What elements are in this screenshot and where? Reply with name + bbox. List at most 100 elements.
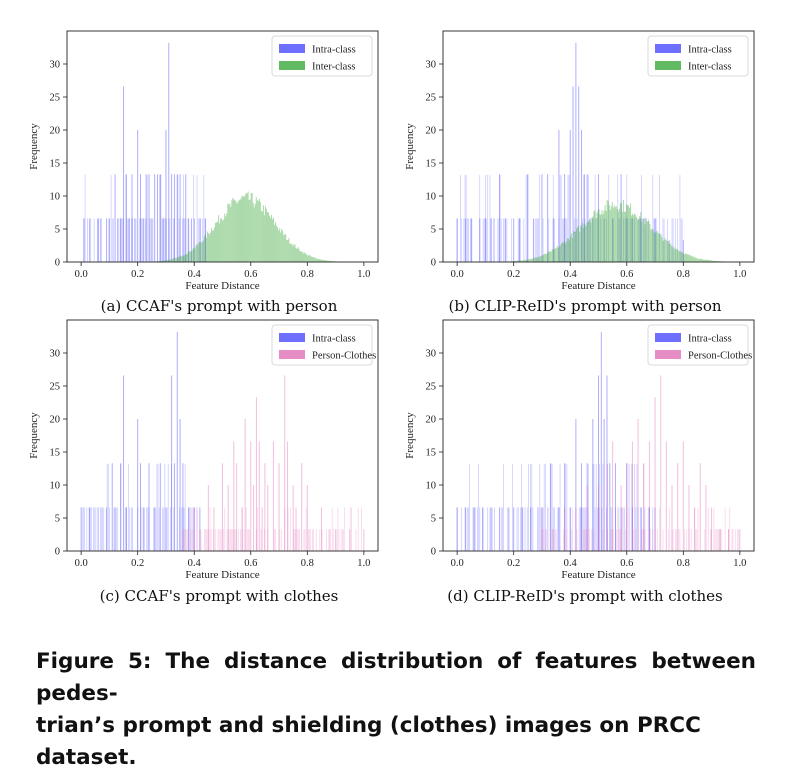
bar-c-intra: [109, 507, 110, 551]
bar-a-inter: [235, 201, 236, 262]
bar-a-inter: [226, 214, 227, 262]
bar-b-intra: [468, 218, 469, 262]
bar-b-inter: [591, 218, 592, 262]
bar-a-inter: [310, 255, 311, 262]
bar-d-intra: [509, 507, 510, 551]
bar-a-inter: [205, 234, 206, 262]
bar-a-inter: [174, 258, 175, 262]
bar-d-person_clothes: [545, 529, 546, 551]
bar-d-person_clothes: [669, 507, 670, 551]
y-tick-label-a: 25: [50, 93, 61, 104]
bar-d-intra: [528, 464, 529, 551]
bar-a-inter: [182, 256, 183, 262]
bar-b-inter: [670, 243, 671, 262]
bar-a-inter: [295, 248, 296, 262]
bar-d-person_clothes: [717, 529, 718, 551]
bar-c-person_clothes: [308, 529, 309, 551]
bar-b-intra: [491, 218, 492, 262]
bar-b-inter: [634, 214, 635, 262]
bar-c-intra: [91, 507, 92, 551]
bar-d-person_clothes: [556, 529, 557, 551]
x-tick-label-d: 0.8: [677, 558, 690, 569]
bar-a-inter: [175, 258, 176, 262]
bar-d-person_clothes: [713, 507, 714, 551]
bar-b-intra: [513, 218, 514, 262]
bar-d-person_clothes: [678, 529, 679, 551]
bar-b-inter: [563, 242, 564, 262]
bar-a-intra: [94, 218, 95, 262]
bar-c-person_clothes: [335, 529, 336, 551]
bar-c-person_clothes: [227, 529, 228, 551]
bar-c-person_clothes: [288, 507, 289, 551]
bar-b-intra: [533, 218, 534, 262]
bar-c-intra: [167, 507, 168, 551]
bar-b-inter: [613, 208, 614, 262]
bar-a-inter: [219, 223, 220, 262]
bar-c-intra: [153, 507, 154, 551]
bar-c-person_clothes: [304, 529, 305, 551]
bar-c-intra: [108, 464, 109, 551]
bar-a-inter: [244, 197, 245, 262]
bar-b-inter: [575, 232, 576, 262]
bar-a-inter: [242, 196, 243, 262]
bar-a-inter: [304, 252, 305, 262]
bar-b-intra: [466, 175, 467, 262]
bar-b-inter: [542, 256, 543, 262]
bar-d-person_clothes: [587, 529, 588, 551]
bar-c-intra: [120, 464, 121, 551]
series-c-1: [81, 332, 201, 551]
bar-a-inter: [187, 254, 188, 262]
bar-c-person_clothes: [246, 507, 247, 551]
bar-c-person_clothes: [248, 529, 249, 551]
bar-a-intra: [108, 218, 109, 262]
bar-b-inter: [554, 249, 555, 262]
bar-a-inter: [250, 200, 251, 262]
bar-a-inter: [202, 242, 203, 262]
bar-b-inter: [635, 215, 636, 262]
bar-b-inter: [543, 255, 544, 262]
bar-c-person_clothes: [233, 529, 234, 551]
bar-a-inter: [269, 216, 270, 262]
bar-d-intra: [544, 464, 545, 551]
bar-b-inter: [558, 248, 559, 262]
bar-d-person_clothes: [659, 507, 660, 551]
bar-c-person_clothes: [306, 507, 307, 551]
bar-a-inter: [189, 251, 190, 262]
bar-b-inter: [564, 242, 565, 262]
bar-d-intra: [579, 507, 580, 551]
bar-a-intra: [87, 218, 88, 262]
bar-c-person_clothes: [204, 529, 205, 551]
bar-d-person_clothes: [666, 441, 667, 551]
bar-b-inter: [533, 258, 534, 262]
bar-a-intra: [171, 174, 172, 262]
x-tick-label-a: 0.8: [301, 269, 314, 280]
bar-b-inter: [668, 241, 669, 262]
x-tick-label-a: 0.4: [188, 269, 202, 280]
bar-d-intra: [530, 464, 531, 551]
bar-c-person_clothes: [193, 529, 194, 551]
legend-swatch-a-2: [279, 61, 305, 70]
bar-a-inter: [283, 235, 284, 262]
bar-d-person_clothes: [611, 529, 612, 551]
bar-d-person_clothes: [621, 529, 622, 551]
bar-a-inter: [303, 253, 304, 262]
bar-d-intra: [533, 507, 534, 551]
bar-c-intra: [158, 464, 159, 551]
bar-c-person_clothes: [264, 529, 265, 551]
bar-a-inter: [190, 252, 191, 262]
bar-a-inter: [213, 230, 214, 262]
bar-b-inter: [539, 256, 540, 262]
y-axis-label-b: Frequency: [404, 123, 416, 170]
bar-d-person_clothes: [632, 441, 633, 551]
bar-b-inter: [589, 219, 590, 262]
bar-d-intra: [634, 464, 635, 551]
bar-a-inter: [215, 223, 216, 262]
bar-b-inter: [587, 222, 588, 262]
bar-c-intra: [144, 507, 145, 551]
bar-a-inter: [300, 251, 301, 262]
bar-b-inter: [701, 259, 702, 262]
